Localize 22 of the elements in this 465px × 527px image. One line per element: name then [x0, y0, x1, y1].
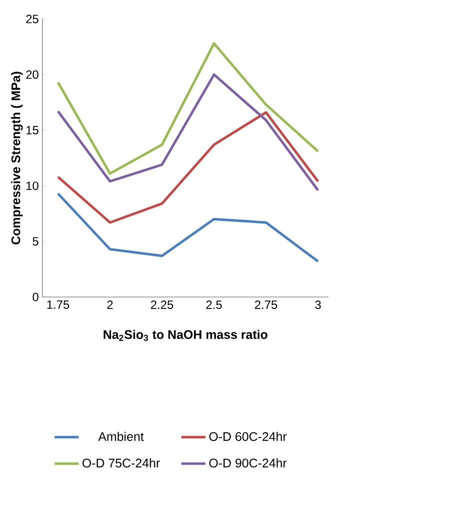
- y-tick-label: 20: [26, 70, 38, 79]
- x-tick-label: 3: [315, 300, 321, 309]
- x-tick-label: 1.75: [47, 300, 70, 309]
- y-tick-label: 0: [32, 292, 38, 302]
- line-series: [56, 192, 320, 263]
- x-tick-label: 2.75: [254, 300, 278, 309]
- line-series: [56, 73, 320, 192]
- x-tick-label: 2: [107, 300, 113, 309]
- line-series: [56, 42, 320, 175]
- x-axis-title: Na$_{2}$Sio$_{3}$ to NaOH mass ratio: [104, 330, 268, 341]
- line-series: [56, 111, 320, 224]
- y-tick-label: 15: [26, 126, 38, 134]
- y-axis-title: Compressive Strength ( MPa): [11, 72, 23, 244]
- legend-label: O-D 60C-24hr: [209, 432, 287, 441]
- legend-label: O-D 90C-24hr: [209, 458, 287, 468]
- y-tick-label: 25: [26, 14, 38, 24]
- x-tick-label: 2.25: [150, 300, 174, 309]
- y-tick-label: 10: [26, 182, 38, 190]
- legend-label: Ambient: [98, 432, 144, 441]
- x-tick-label: 2.5: [206, 300, 222, 309]
- legend-label: O-D 75C-24hr: [82, 458, 160, 468]
- y-tick-label: 5: [32, 237, 38, 246]
